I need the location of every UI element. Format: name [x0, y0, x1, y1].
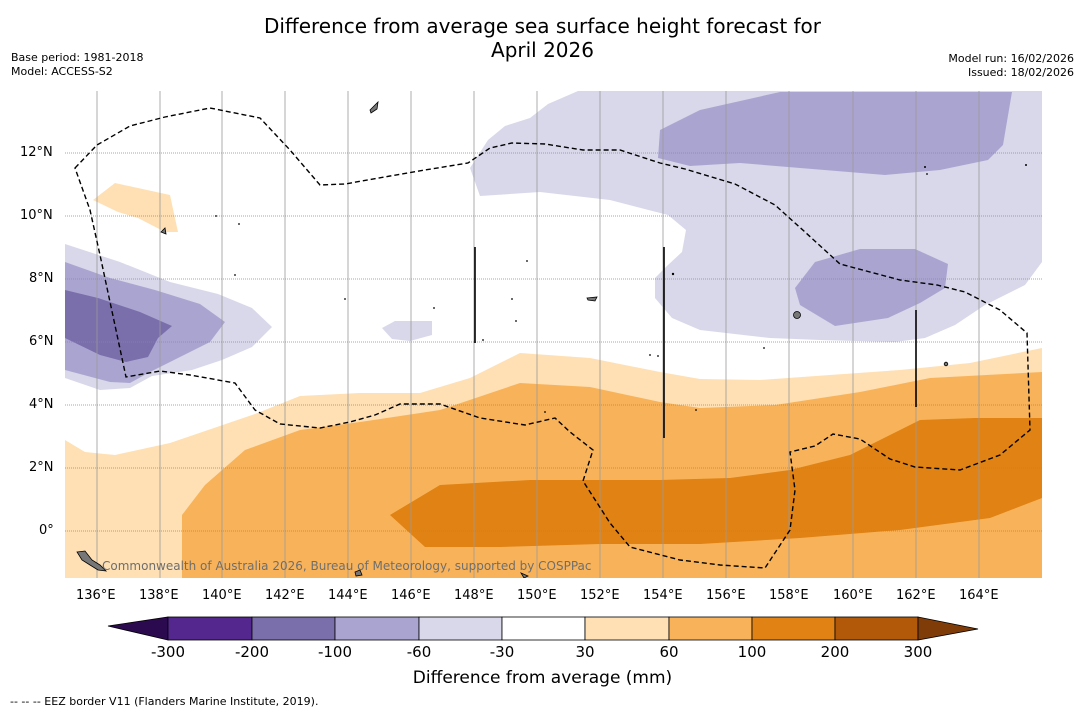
colorbar-swatch-1: [167, 616, 253, 641]
title-line-1: Difference from average sea surface heig…: [263, 14, 822, 38]
lat-label: 0°: [39, 523, 54, 538]
lon-label: 136°E: [76, 588, 116, 603]
colorbar-swatch-4: [418, 616, 503, 641]
graticule-lat: [65, 152, 1042, 532]
lat-label: 6°N: [29, 334, 54, 349]
lat-label: 2°N: [29, 460, 54, 475]
colorbar-tick-label: -30: [489, 643, 515, 661]
lat-label: 4°N: [29, 397, 54, 412]
band-neg200-neg100-west: [65, 290, 172, 362]
colorbar-tick-label: 60: [659, 643, 679, 661]
colorbar-extend-high: [917, 616, 979, 641]
lon-label: 144°E: [328, 588, 368, 603]
tiny-islands: [215, 164, 1027, 413]
eez-footnote: -- -- -- EEZ border V11 (Flanders Marine…: [10, 695, 319, 708]
colorbar-tick-label: 30: [575, 643, 595, 661]
lon-label: 140°E: [202, 588, 242, 603]
colorbar-swatch-8: [751, 616, 836, 641]
meta-right: Model run: 16/02/2026 Issued: 18/02/2026: [948, 52, 1074, 80]
model-run-text: Model run: 16/02/2026: [948, 52, 1074, 65]
colorbar-tick-label: -300: [150, 643, 186, 661]
title-line-2: April 2026: [491, 38, 594, 62]
lon-label: 154°E: [643, 588, 683, 603]
colorbar-swatch-3: [334, 616, 420, 641]
band-neg60-neg30-small: [382, 321, 432, 341]
colorbar-swatch-7: [668, 616, 753, 641]
colorbar-swatch-6: [584, 616, 670, 641]
lon-label: 152°E: [580, 588, 620, 603]
lon-label: 162°E: [896, 588, 936, 603]
lon-label: 138°E: [139, 588, 179, 603]
colorbar-tick-label: -100: [317, 643, 353, 661]
lon-label: 164°E: [959, 588, 999, 603]
lat-label: 8°N: [29, 271, 54, 286]
lon-label: 150°E: [517, 588, 557, 603]
graticule: [96, 91, 980, 578]
colorbar-swatch-5: [501, 616, 586, 641]
colorbar-swatch-2: [251, 616, 336, 641]
colorbar-tick-label: 300: [903, 643, 933, 661]
lat-label: 12°N: [20, 145, 53, 160]
lon-label: 148°E: [454, 588, 494, 603]
lon-label: 160°E: [833, 588, 873, 603]
colorbar-swatch-9: [834, 616, 919, 641]
colorbar: [107, 616, 979, 641]
islands: [76, 100, 949, 578]
band-p30-p60-islet: [93, 183, 178, 232]
island-shape: [369, 100, 379, 114]
colorbar-tick-label: 100: [737, 643, 767, 661]
attribution-text: Commonwealth of Australia 2026, Bureau o…: [102, 559, 592, 573]
colorbar-tick-label: -60: [406, 643, 432, 661]
map-area: Commonwealth of Australia 2026, Bureau o…: [65, 91, 1042, 578]
issued-text: Issued: 18/02/2026: [967, 66, 1074, 79]
chart-title: Difference from average sea surface heig…: [0, 14, 1085, 62]
model-text: Model: ACCESS-S2: [11, 65, 113, 78]
eez-border: [74, 107, 1031, 569]
band-neg100-neg60-north: [658, 92, 1012, 175]
meta-left: Base period: 1981-2018 Model: ACCESS-S2: [11, 51, 143, 79]
lon-label: 158°E: [769, 588, 809, 603]
lon-label: 156°E: [706, 588, 746, 603]
base-period-text: Base period: 1981-2018: [11, 51, 144, 64]
colorbar-tick-label: 200: [820, 643, 850, 661]
colorbar-title: Difference from average (mm): [412, 668, 673, 688]
lon-label: 146°E: [391, 588, 431, 603]
lon-label: 142°E: [265, 588, 305, 603]
lat-label: 10°N: [20, 208, 53, 223]
band-neg100-neg60-east: [795, 249, 948, 326]
colorbar-tick-label: -200: [234, 643, 270, 661]
band-p100-p200: [390, 418, 1042, 547]
colorbar-extend-low: [107, 616, 169, 641]
boundary-lines: [474, 247, 917, 438]
